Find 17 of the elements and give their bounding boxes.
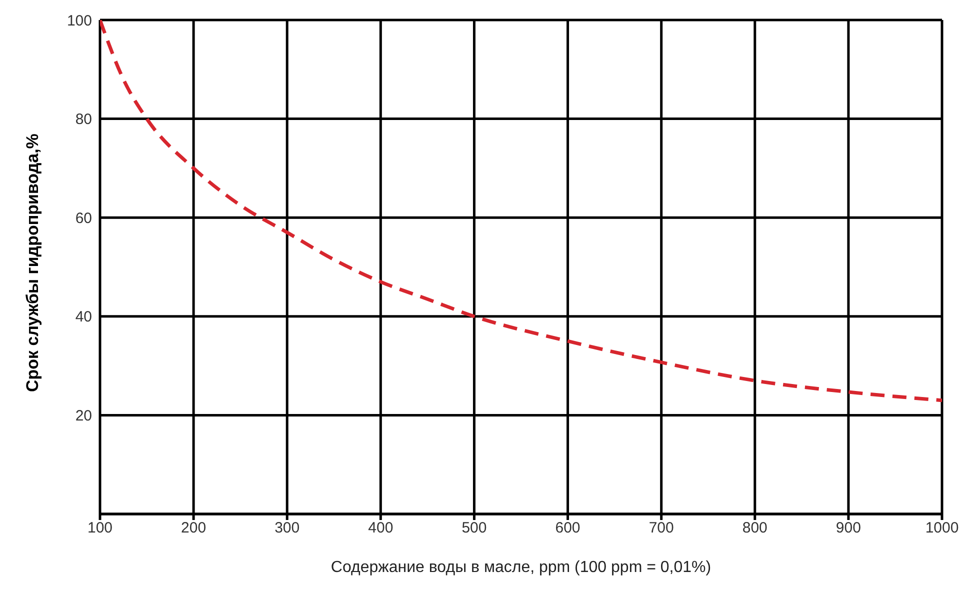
y-tick-label: 60	[75, 210, 92, 227]
x-tick-label: 500	[462, 520, 487, 537]
x-tick-label: 300	[274, 520, 300, 537]
y-tick-label: 20	[75, 408, 92, 425]
x-tick-label: 600	[555, 520, 580, 537]
y-axis-title: Срок службы гидропривода,%	[23, 134, 42, 392]
x-axis-title: Содержание воды в масле, ppm (100 ppm = 0,01%)	[330, 559, 712, 576]
x-tick-label: 1000	[925, 520, 959, 537]
x-tick-label: 800	[742, 520, 768, 537]
x-tick-label: 400	[368, 520, 394, 537]
x-tick-label: 900	[836, 520, 861, 537]
y-tick-label: 80	[75, 111, 92, 128]
y-tick-label: 100	[66, 12, 92, 30]
x-tick-label: 700	[648, 520, 674, 537]
x-tick-label: 100	[87, 520, 113, 537]
x-tick-label: 200	[181, 520, 206, 537]
y-tick-label: 40	[75, 308, 92, 326]
